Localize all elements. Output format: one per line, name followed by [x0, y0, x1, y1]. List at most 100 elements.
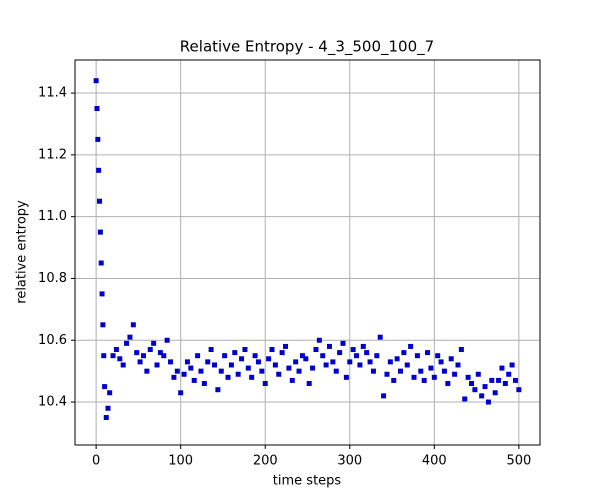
point: [384, 371, 390, 377]
point: [330, 359, 336, 365]
point: [235, 371, 241, 377]
point: [161, 353, 167, 359]
point: [492, 390, 498, 396]
point: [137, 359, 143, 365]
point: [350, 347, 356, 353]
point: [184, 359, 190, 365]
point: [276, 371, 282, 377]
point: [262, 381, 268, 387]
point: [441, 368, 447, 374]
x-axis-label: time steps: [273, 474, 342, 489]
point: [404, 362, 410, 368]
point: [398, 368, 403, 374]
point: [242, 347, 248, 353]
point: [266, 356, 272, 362]
point: [222, 353, 228, 359]
point: [485, 399, 491, 405]
point: [98, 260, 104, 266]
point: [310, 365, 316, 371]
point: [448, 356, 454, 362]
point: [147, 347, 153, 353]
point: [374, 353, 380, 359]
point: [411, 374, 417, 380]
point: [391, 377, 397, 383]
point: [303, 356, 309, 362]
point: [418, 368, 424, 374]
point: [296, 368, 302, 374]
point: [245, 365, 251, 371]
point: [215, 387, 221, 393]
point: [438, 359, 444, 365]
point: [283, 343, 289, 349]
point: [360, 343, 366, 349]
point: [188, 365, 194, 371]
point: [120, 362, 126, 368]
point: [259, 368, 265, 374]
point: [269, 347, 275, 353]
point: [154, 362, 160, 368]
point: [252, 353, 258, 359]
point: [401, 350, 407, 356]
point: [151, 340, 157, 346]
point: [421, 377, 427, 383]
point: [95, 136, 101, 142]
point: [181, 371, 187, 377]
point: [425, 350, 431, 356]
point: [205, 359, 211, 365]
point: [164, 337, 170, 343]
y-tick-label: 10.6: [38, 333, 67, 348]
point: [198, 368, 204, 374]
point: [113, 347, 119, 353]
point: [225, 374, 231, 380]
x-tick-label: 400: [422, 454, 447, 469]
x-tick-label: 100: [168, 454, 193, 469]
point: [394, 356, 400, 362]
point: [387, 359, 393, 365]
point: [96, 167, 102, 173]
point: [377, 334, 383, 340]
point: [212, 362, 217, 368]
point: [475, 371, 481, 377]
point: [93, 78, 99, 84]
point: [107, 390, 113, 396]
point: [293, 359, 299, 365]
point: [465, 374, 471, 380]
point: [130, 322, 136, 328]
point: [99, 291, 105, 297]
point: [364, 350, 370, 356]
point: [357, 362, 363, 368]
point: [435, 353, 441, 359]
point: [105, 405, 111, 411]
point: [110, 353, 116, 359]
x-tick-label: 500: [506, 454, 531, 469]
point: [249, 374, 255, 380]
point: [502, 381, 508, 387]
point: [428, 365, 434, 371]
plot-frame: [74, 59, 541, 446]
point: [102, 384, 108, 390]
point: [431, 374, 437, 380]
point: [333, 368, 339, 374]
point: [489, 377, 495, 383]
point: [408, 343, 414, 349]
point: [455, 362, 461, 368]
point: [97, 229, 103, 235]
x-tick-label: 300: [337, 454, 362, 469]
point: [272, 362, 278, 368]
point: [144, 368, 150, 374]
point: [239, 356, 245, 362]
point: [326, 343, 332, 349]
point: [509, 362, 515, 368]
point: [171, 374, 177, 380]
point: [289, 377, 295, 383]
point: [512, 377, 518, 383]
point: [178, 390, 184, 396]
point: [354, 353, 360, 359]
y-tick-label: 11.0: [38, 209, 67, 224]
point: [94, 106, 100, 112]
point: [414, 353, 420, 359]
point: [157, 350, 163, 356]
point: [218, 368, 224, 374]
